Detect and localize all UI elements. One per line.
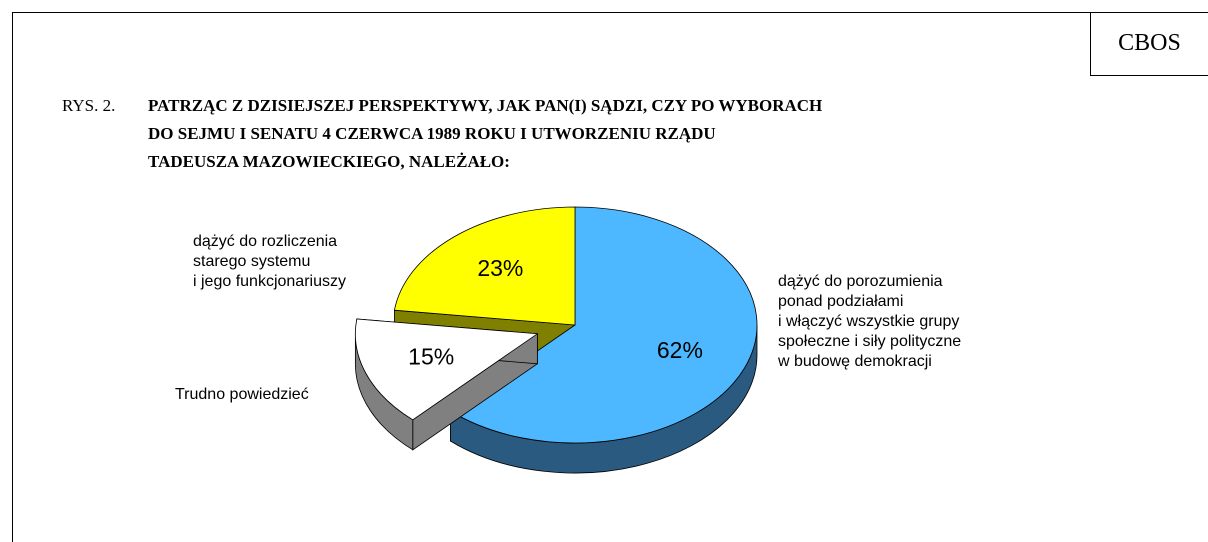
value-label: 62% <box>657 337 703 363</box>
header: CBOS <box>1090 12 1208 76</box>
slice <box>393 206 576 326</box>
slice <box>354 318 539 421</box>
category-label: Trudno powiedzieć <box>175 386 309 403</box>
slice <box>449 206 758 444</box>
title-line: DO SEJMU I SENATU 4 CZERWCA 1989 ROKU I … <box>148 124 716 143</box>
title: RYS. 2. PATRZĄC Z DZISIEJSZEJ PERSPEKTYW… <box>62 92 822 176</box>
category-label: dążyć do rozliczenia starego systemu i j… <box>193 233 346 290</box>
title-line: TADEUSZA MAZOWIECKIEGO, NALEŻAŁO: <box>148 152 510 171</box>
frame <box>12 12 1208 542</box>
title-line: PATRZĄC Z DZISIEJSZEJ PERSPEKTYWY, JAK P… <box>148 96 823 115</box>
figure-label: RYS. 2. <box>62 96 116 115</box>
category-label: dążyć do porozumienia ponad podziałami i… <box>778 273 962 370</box>
value-label: 23% <box>477 255 523 281</box>
value-label: 15% <box>408 344 454 370</box>
